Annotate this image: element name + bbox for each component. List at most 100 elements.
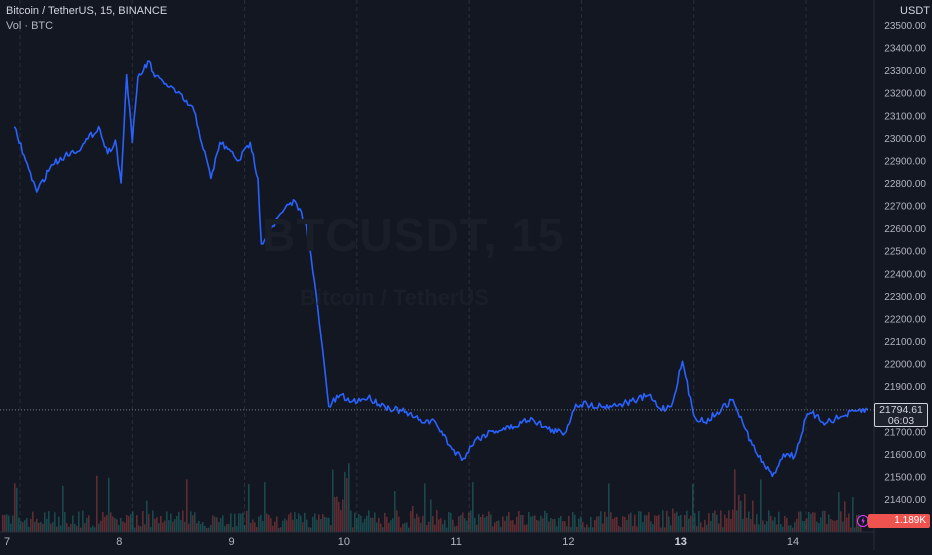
volume-bar: [342, 499, 344, 532]
volume-bar: [158, 523, 160, 532]
volume-bar: [216, 517, 218, 532]
volume-bar: [778, 511, 780, 532]
volume-bar: [656, 515, 658, 532]
volume-bar: [830, 519, 832, 532]
volume-bar: [180, 520, 182, 532]
volume-bar: [270, 518, 272, 532]
x-tick-label: 10: [338, 536, 350, 548]
volume-bar: [56, 526, 58, 532]
volume-bar: [92, 525, 94, 532]
volume-bar: [704, 519, 706, 532]
volume-bar: [776, 524, 778, 532]
volume-bar: [646, 515, 648, 532]
volume-bar: [472, 482, 474, 532]
volume-bar: [352, 527, 354, 532]
volume-bar: [138, 525, 140, 532]
volume-bar: [676, 511, 678, 532]
volume-bar: [428, 521, 430, 532]
y-tick-label: 22900.00: [884, 156, 926, 167]
volume-bar: [610, 512, 612, 532]
y-tick-label: 21700.00: [884, 427, 926, 438]
volume-bar: [4, 514, 6, 532]
volume-bar: [108, 477, 110, 532]
volume-bar: [464, 518, 466, 532]
volume-bar: [448, 511, 450, 532]
volume-bar: [772, 520, 774, 532]
volume-bar: [258, 516, 260, 532]
volume-bar: [450, 512, 452, 532]
volume-bar: [732, 509, 734, 532]
volume-bar: [252, 519, 254, 532]
volume-bar: [558, 517, 560, 532]
volume-bar: [742, 518, 744, 532]
volume-bar: [48, 511, 50, 532]
volume-bar: [212, 515, 214, 532]
volume-bar: [540, 515, 542, 532]
volume-bar: [198, 520, 200, 532]
volume-bar: [546, 513, 548, 532]
volume-bar: [184, 521, 186, 532]
volume-bar: [380, 523, 382, 532]
volume-bar: [294, 512, 296, 532]
volume-bar: [22, 522, 24, 532]
volume-bar: [28, 526, 30, 532]
volume-bar: [202, 521, 204, 532]
volume-bar: [166, 511, 168, 532]
volume-bar: [300, 515, 302, 532]
volume-bar: [38, 522, 40, 532]
volume-bar: [458, 516, 460, 532]
volume-bar: [230, 513, 232, 532]
volume-bar: [136, 514, 138, 532]
volume-bar: [680, 514, 682, 532]
volume-bar: [244, 525, 246, 532]
volume-bar: [10, 523, 12, 532]
volume-bar: [598, 516, 600, 532]
volume-bar: [278, 527, 280, 532]
volume-bar: [418, 516, 420, 532]
volume-bar: [524, 525, 526, 532]
volume-bar: [196, 523, 198, 532]
volume-bar: [842, 521, 844, 532]
price-axis-currency[interactable]: USDT: [900, 5, 930, 17]
volume-bar: [282, 520, 284, 532]
plot-background: [0, 0, 874, 532]
volume-bar: [176, 516, 178, 532]
volume-bar: [44, 512, 46, 532]
x-tick-label: 11: [450, 536, 461, 548]
volume-bar: [570, 527, 572, 532]
volume-bar: [424, 483, 426, 532]
volume-bar: [828, 514, 830, 532]
volume-bar: [134, 527, 136, 532]
volume-bar: [46, 518, 48, 532]
volume-bar: [90, 527, 92, 532]
volume-bar: [690, 515, 692, 532]
volume-bar: [790, 525, 792, 532]
volume-bar: [402, 523, 404, 532]
volume-bar: [80, 527, 82, 532]
x-tick-label: 12: [562, 536, 574, 548]
volume-bar: [124, 522, 126, 532]
volume-bar: [238, 513, 240, 532]
volume-bar: [548, 521, 550, 532]
volume-bar: [730, 519, 732, 532]
volume-bar: [466, 520, 468, 532]
volume-bar: [624, 517, 626, 532]
volume-bar: [534, 515, 536, 532]
volume-bar: [478, 514, 480, 532]
y-tick-label: 23300.00: [884, 66, 926, 77]
volume-bar: [364, 518, 366, 532]
volume-bar: [470, 510, 472, 532]
volume-bar: [194, 512, 196, 532]
volume-bar: [602, 523, 604, 532]
volume-bar: [674, 513, 676, 532]
volume-bar: [178, 512, 180, 532]
volume-bar: [346, 478, 348, 532]
symbol-legend[interactable]: Bitcoin / TetherUS, 15, BINANCE: [6, 5, 168, 17]
volume-bar: [34, 521, 36, 532]
volume-bar: [8, 515, 10, 532]
volume-legend[interactable]: Vol · BTC: [6, 20, 54, 32]
volume-bar: [762, 520, 764, 532]
volume-bar: [142, 510, 144, 532]
